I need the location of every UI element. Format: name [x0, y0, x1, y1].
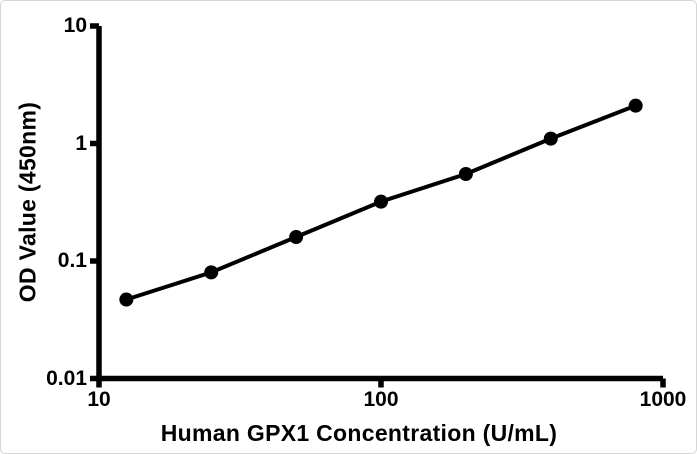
y-tick-label: 0.1 [57, 249, 87, 272]
y-axis-title: OD Value (450nm) [14, 101, 41, 303]
data-point [458, 167, 473, 182]
y-tick-label: 0.01 [46, 366, 87, 390]
x-axis-title: Human GPX1 Concentration (U/mL) [160, 420, 558, 446]
x-tick-label: 1000 [639, 388, 687, 411]
data-point [543, 131, 558, 146]
data-point [204, 265, 219, 280]
data-point [289, 230, 304, 245]
y-tick-label: 10 [63, 14, 87, 37]
data-point [628, 98, 643, 113]
x-tick-label: 10 [87, 388, 111, 411]
data-point [119, 292, 134, 307]
y-tick-label: 1 [75, 131, 87, 155]
x-tick-label: 100 [363, 388, 399, 411]
data-point [374, 194, 388, 209]
